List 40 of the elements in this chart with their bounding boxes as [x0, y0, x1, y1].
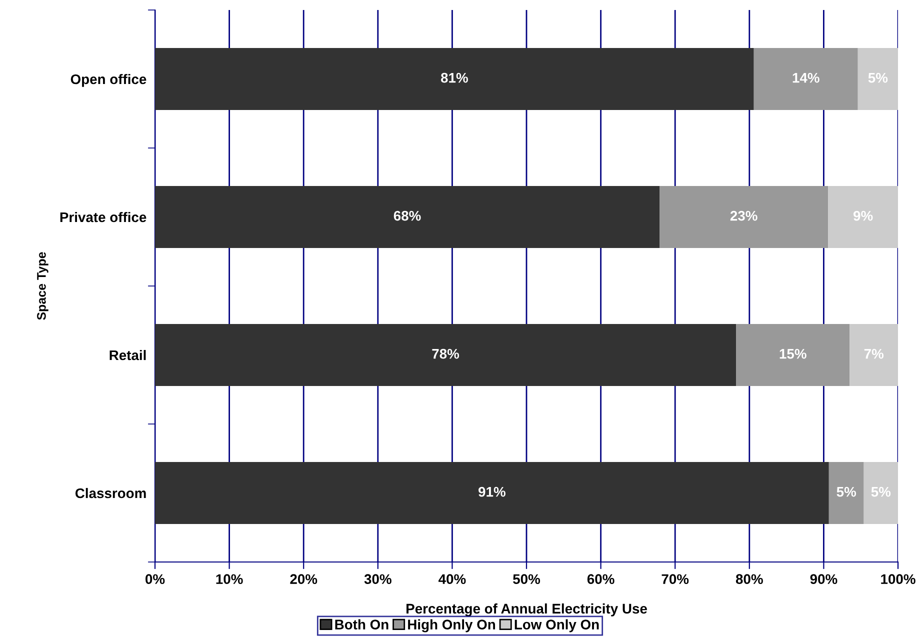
x-axis-title: Percentage of Annual Electricity Use — [406, 603, 647, 616]
bar — [155, 462, 829, 524]
x-tick-label: 0% — [146, 574, 165, 584]
y-axis-title: Space Type — [37, 252, 48, 320]
y-tick-label: Retail — [110, 350, 146, 360]
data-label: 81% — [440, 72, 468, 83]
legend-label: Both On — [335, 619, 388, 630]
bar — [754, 48, 858, 110]
data-label: 15% — [780, 348, 806, 359]
data-label: 78% — [432, 348, 460, 359]
bar — [659, 186, 828, 248]
legend-label: High Only On — [408, 619, 496, 632]
x-tick-label: 50% — [513, 574, 540, 584]
x-tick-label: 40% — [438, 574, 466, 584]
bar — [828, 462, 864, 524]
x-tick-label: 30% — [364, 574, 392, 584]
bar — [858, 48, 898, 110]
data-label: 91% — [478, 486, 506, 497]
data-label: 14% — [792, 72, 820, 83]
bar — [864, 462, 898, 524]
x-tick-label: 100% — [881, 574, 916, 584]
y-tick-label: Classroom — [75, 488, 146, 498]
data-label: 23% — [730, 210, 758, 221]
y-tick-label: Private office — [60, 212, 146, 222]
bar — [828, 186, 898, 248]
x-tick-label: 70% — [662, 574, 689, 584]
legend-label: Low Only On — [514, 619, 599, 632]
x-tick-label: 90% — [810, 574, 838, 584]
x-tick-label: 60% — [587, 574, 614, 584]
data-label: 68% — [394, 210, 421, 221]
x-tick-label: 10% — [216, 574, 243, 584]
bar — [850, 324, 898, 386]
data-label: 5% — [836, 486, 856, 497]
bar — [155, 324, 736, 386]
y-tick-label: Open office — [70, 74, 146, 87]
bar — [736, 324, 850, 386]
x-tick-label: 20% — [290, 574, 318, 584]
bar — [155, 186, 660, 248]
x-tick-label: 80% — [736, 574, 763, 584]
bar — [155, 48, 754, 110]
